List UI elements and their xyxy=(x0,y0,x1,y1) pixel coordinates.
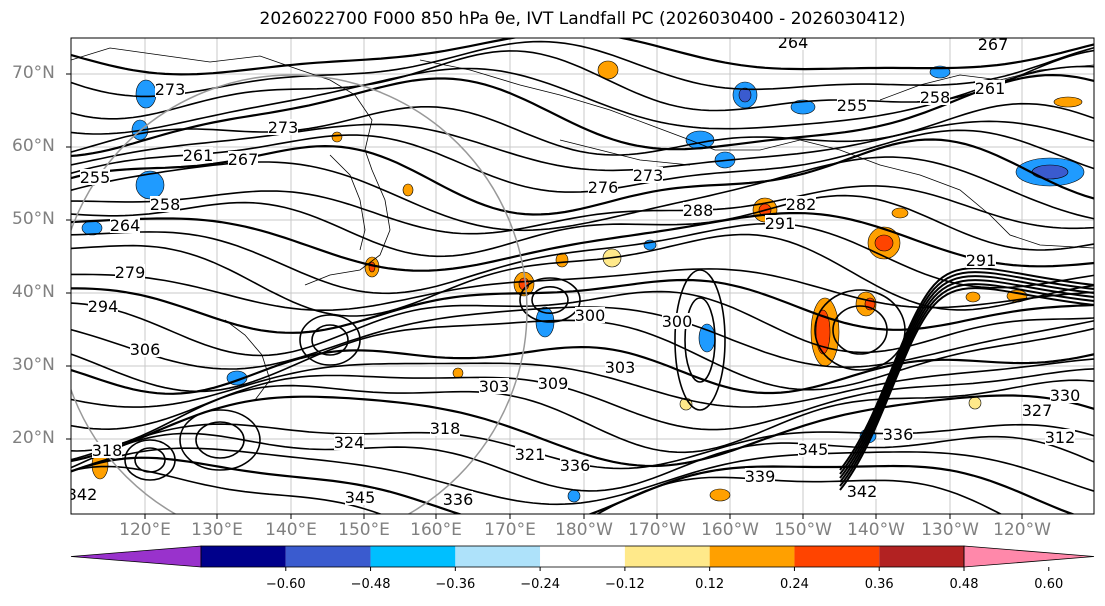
contour-label: 345 xyxy=(798,440,829,459)
map-frame xyxy=(70,37,1095,515)
longitude-label: 160°W xyxy=(701,520,759,540)
contour-label: 264 xyxy=(778,33,809,52)
colorbar-tick-label: 0.48 xyxy=(949,577,979,592)
contour-label: 300 xyxy=(662,312,693,331)
contour-label: 342 xyxy=(67,485,98,504)
colorbar-segment xyxy=(709,546,795,567)
contour-label: 303 xyxy=(479,377,510,396)
contour-label: 261 xyxy=(975,79,1006,98)
colorbar-tick-label: 0.36 xyxy=(864,577,894,592)
contour-label: 267 xyxy=(978,35,1009,54)
contour-label: 306 xyxy=(130,340,161,359)
contour-label: 330 xyxy=(1050,386,1081,405)
longitude-label: 120°E xyxy=(119,520,171,540)
contour-label: 288 xyxy=(683,201,714,220)
contour-label: 273 xyxy=(155,80,186,99)
contour-label: 312 xyxy=(1045,428,1076,447)
contour-label: 318 xyxy=(92,441,123,460)
latitude-label: 40°N xyxy=(12,282,55,302)
latitude-label: 20°N xyxy=(12,428,55,448)
colorbar-tick-label: 0.24 xyxy=(779,577,809,592)
contour-label: 321 xyxy=(515,445,546,464)
longitude-label: 160°E xyxy=(410,520,462,540)
contour-label: 282 xyxy=(786,195,817,214)
colorbar-segment xyxy=(70,545,202,568)
contour-labels: 264 267 261 258 255 273 273 267 261 255 258 264 276 2… xyxy=(67,33,1081,509)
contour-label: 309 xyxy=(538,374,569,393)
longitude-label: 130°W xyxy=(921,520,979,540)
contour-label: 267 xyxy=(228,150,259,169)
longitude-label: 150°E xyxy=(338,520,390,540)
latitude-label: 50°N xyxy=(12,209,55,229)
longitude-label: 140°E xyxy=(265,520,317,540)
contour-label: 327 xyxy=(1022,401,1053,420)
range-ring xyxy=(71,74,528,514)
colorbar-segment xyxy=(285,546,371,567)
colorbar-tick-label: −0.12 xyxy=(604,577,645,592)
colorbar-tick-label: 0.12 xyxy=(695,577,725,592)
colorbar-segment xyxy=(540,546,625,567)
longitude-label: 140°W xyxy=(847,520,905,540)
figure-title: 2026022700 F000 850 hPa θe, IVT Landfall… xyxy=(259,9,906,29)
axis-ticks xyxy=(66,73,1023,519)
colorbar-tick-label: 0.60 xyxy=(1034,577,1064,592)
colorbar-segment xyxy=(455,546,541,567)
longitude-label: 130°E xyxy=(191,520,243,540)
colorbar-tick-label: −0.60 xyxy=(265,577,306,592)
longitude-label: 120°W xyxy=(993,520,1051,540)
contour-label: 336 xyxy=(883,425,914,444)
longitude-label: 170°W xyxy=(628,520,686,540)
colorbar-tick-label: −0.36 xyxy=(435,577,476,592)
colorbar-segment xyxy=(794,546,880,567)
colorbar-segment xyxy=(370,546,456,567)
theta-e-contours xyxy=(71,38,1094,514)
contour-label: 339 xyxy=(745,467,776,486)
contour-label: 258 xyxy=(150,195,181,214)
contour-label: 318 xyxy=(430,419,461,438)
colorbar-segment xyxy=(624,546,710,567)
colorbar-tick-label: −0.24 xyxy=(520,577,561,592)
contour-label: 345 xyxy=(345,488,376,507)
contour-label: 276 xyxy=(588,178,619,197)
longitude-label: 150°W xyxy=(774,520,832,540)
latitude-label: 30°N xyxy=(12,355,55,375)
latitude-label: 60°N xyxy=(12,136,55,156)
contour-label: 324 xyxy=(334,433,365,452)
colorbar-segment xyxy=(963,545,1095,568)
contour-label: 264 xyxy=(110,216,141,235)
colorbar-segment xyxy=(201,546,286,567)
contour-label: 279 xyxy=(115,263,146,282)
contour-label: 273 xyxy=(633,166,664,185)
contour-label: 303 xyxy=(605,358,636,377)
contour-label: 261 xyxy=(183,146,214,165)
contour-label: 273 xyxy=(268,118,299,137)
contour-label: 342 xyxy=(847,482,878,501)
contour-label: 294 xyxy=(88,297,119,316)
contour-label: 291 xyxy=(765,214,796,233)
contour-label: 255 xyxy=(837,96,868,115)
contour-label: 336 xyxy=(443,490,474,509)
contour-label: 336 xyxy=(560,456,591,475)
contour-label: 255 xyxy=(80,168,111,187)
longitude-label: 170°E xyxy=(484,520,536,540)
latitude-label: 70°N xyxy=(12,63,55,83)
colorbar-segment xyxy=(879,546,964,567)
contour-label: 300 xyxy=(575,306,606,325)
longitude-label: 180°W xyxy=(555,520,613,540)
contour-label: 291 xyxy=(966,251,997,270)
colorbar-tick-label: −0.48 xyxy=(350,577,391,592)
contour-label: 258 xyxy=(920,88,951,107)
